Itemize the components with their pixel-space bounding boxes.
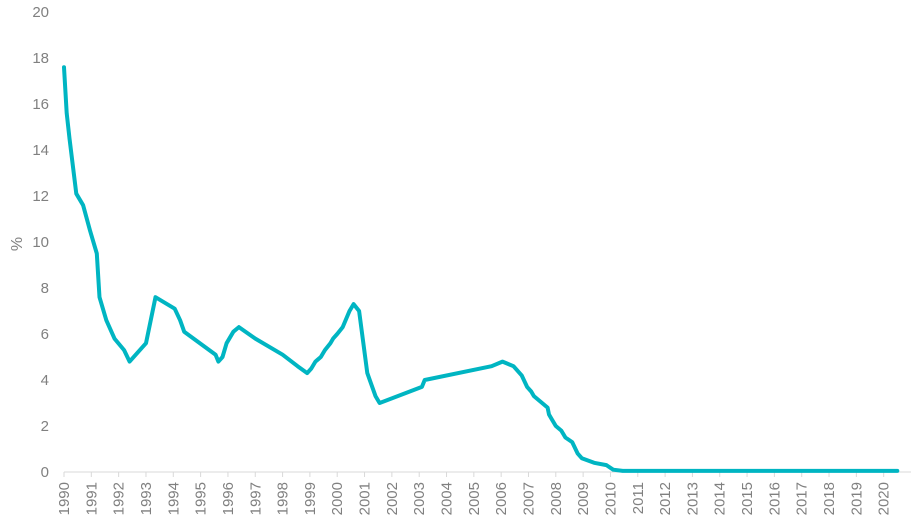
x-tick-label: 2020 (876, 482, 893, 515)
x-tick-label: 2012 (657, 482, 674, 515)
x-tick-label: 2002 (384, 482, 401, 515)
x-tick-label: 2019 (848, 482, 865, 515)
x-tick-label: 1994 (165, 482, 182, 515)
y-tick-label: 2 (41, 418, 49, 435)
y-tick-label: 10 (32, 234, 49, 251)
x-tick-label: 1997 (247, 482, 264, 515)
x-tick-label: 2017 (794, 482, 811, 515)
y-axis-title: % (9, 237, 26, 251)
x-tick-label: 1995 (193, 482, 210, 515)
series-line (62, 65, 900, 473)
y-tick-label: 0 (41, 464, 49, 481)
x-tick-label: 2014 (712, 482, 729, 515)
x-tick-label: 1996 (220, 482, 237, 515)
x-tick-label: 2015 (739, 482, 756, 515)
x-tick-label: 2006 (493, 482, 510, 515)
y-tick-label: 18 (32, 50, 49, 67)
x-tick-label: 1990 (56, 482, 73, 515)
x-tick-label: 2005 (466, 482, 483, 515)
x-tick-label: 2018 (821, 482, 838, 515)
x-tick-label: 2008 (548, 482, 565, 515)
x-tick-label: 2007 (520, 482, 537, 515)
y-tick-label: 4 (41, 372, 49, 389)
x-axis-ticks: 1990 1991 1992 1993 1994 1995 1996 1997 1998 1999… (56, 472, 893, 515)
y-tick-label: 14 (32, 142, 49, 159)
y-tick-label: 20 (32, 4, 49, 21)
x-tick-label: 2003 (411, 482, 428, 515)
x-tick-label: 2000 (329, 482, 346, 515)
x-tick-label: 2001 (357, 482, 374, 515)
y-tick-label: 12 (32, 188, 49, 205)
x-tick-label: 1992 (111, 482, 128, 515)
y-axis-ticks: 0 2 4 6 8 10 12 14 16 18 20 (32, 4, 49, 481)
x-tick-label: 1991 (83, 482, 100, 515)
x-tick-label: 2013 (684, 482, 701, 515)
x-tick-label: 2009 (575, 482, 592, 515)
series-layer (62, 65, 900, 473)
x-tick-label: 2011 (630, 482, 647, 514)
y-tick-label: 16 (32, 96, 49, 113)
x-tick-label: 2016 (766, 482, 783, 515)
x-tick-label: 1993 (138, 482, 155, 515)
x-tick-label: 2010 (602, 482, 619, 515)
x-tick-label: 1999 (302, 482, 319, 515)
x-tick-label: 2004 (439, 482, 456, 515)
x-tick-label: 1998 (275, 482, 292, 515)
y-tick-label: 6 (41, 326, 49, 343)
y-tick-label: 8 (41, 280, 49, 297)
